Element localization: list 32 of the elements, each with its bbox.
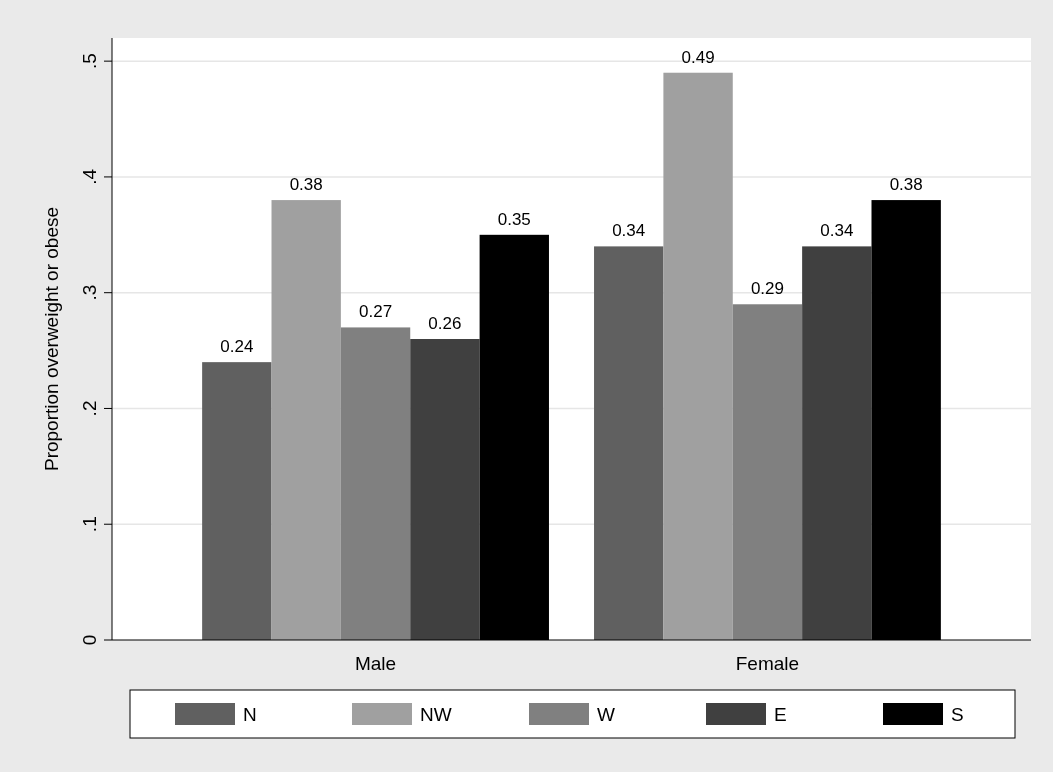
x-tick-label: Male xyxy=(354,653,397,674)
data-label: 0.27 xyxy=(359,302,393,322)
x-tick-label: Female xyxy=(735,653,800,674)
y-tick-label: .4 xyxy=(79,168,100,185)
bar xyxy=(202,362,272,640)
bar xyxy=(663,72,733,640)
bar xyxy=(594,246,664,640)
bar xyxy=(410,339,480,640)
bar xyxy=(340,327,411,640)
bar xyxy=(802,246,872,640)
data-label: 0.38 xyxy=(289,175,323,195)
data-label: 0.34 xyxy=(612,221,646,241)
y-tick-label: .3 xyxy=(79,284,100,301)
data-label: 0.29 xyxy=(750,279,784,299)
y-tick-label: .1 xyxy=(79,516,100,533)
data-label: 0.49 xyxy=(681,47,715,67)
bar xyxy=(732,304,803,640)
legend-label: N xyxy=(243,704,257,725)
legend-label: S xyxy=(951,704,964,725)
data-label: 0.38 xyxy=(889,175,923,195)
y-axis-title: Proportion overweight or obese xyxy=(41,206,62,472)
bar xyxy=(271,200,341,640)
y-tick-label: .2 xyxy=(79,400,100,417)
data-label: 0.34 xyxy=(820,221,854,241)
y-tick-label: .5 xyxy=(79,53,100,70)
legend-label: W xyxy=(597,704,615,725)
legend-label: NW xyxy=(420,704,452,725)
legend-label: E xyxy=(774,704,787,725)
data-label: 0.26 xyxy=(428,314,462,333)
y-tick-label: 0 xyxy=(79,634,100,646)
data-label: 0.35 xyxy=(497,209,531,229)
data-label: 0.24 xyxy=(220,337,254,357)
